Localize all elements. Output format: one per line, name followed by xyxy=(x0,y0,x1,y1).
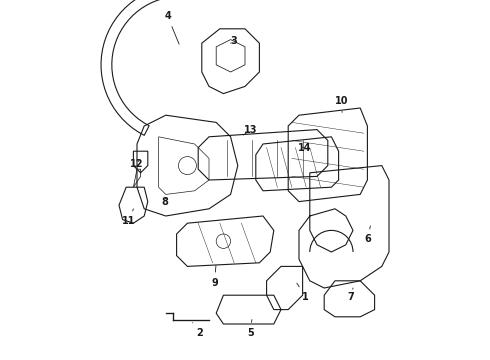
Text: 12: 12 xyxy=(129,159,143,169)
Text: 3: 3 xyxy=(230,36,237,46)
Text: 9: 9 xyxy=(211,266,218,288)
Text: 2: 2 xyxy=(193,323,203,338)
Text: 11: 11 xyxy=(122,209,136,226)
Text: 5: 5 xyxy=(247,320,254,338)
Text: 13: 13 xyxy=(244,125,257,135)
Text: 4: 4 xyxy=(164,11,179,44)
Text: 6: 6 xyxy=(364,226,371,244)
Text: 7: 7 xyxy=(348,288,355,302)
Text: 1: 1 xyxy=(297,283,309,302)
Text: 14: 14 xyxy=(297,143,311,153)
Text: 8: 8 xyxy=(162,197,169,207)
Text: 10: 10 xyxy=(335,96,348,112)
